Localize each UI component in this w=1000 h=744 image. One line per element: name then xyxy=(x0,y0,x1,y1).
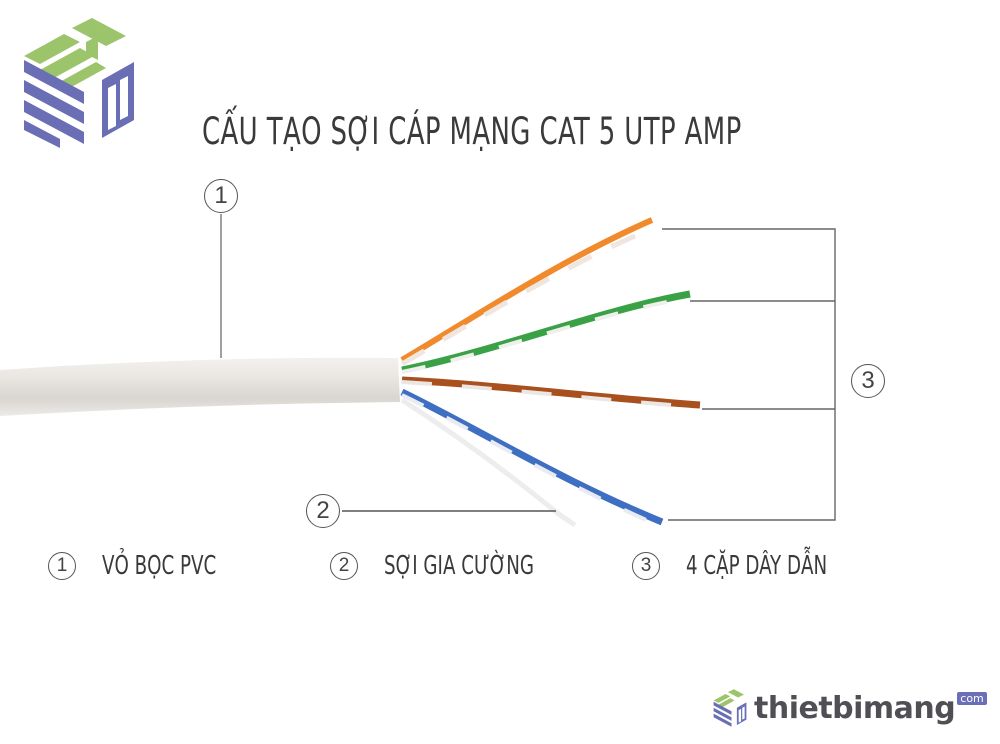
brand-logo xyxy=(20,14,138,148)
pvc-jacket xyxy=(0,357,400,416)
legend-item-pvc: 1 VỎ BỌC PVC xyxy=(48,548,249,584)
callout-3-badge: 3 xyxy=(851,364,885,398)
legend-badge: 3 xyxy=(632,552,660,580)
cube-logo-icon xyxy=(24,18,134,148)
legend-label: SỢI GIA CƯỜNG xyxy=(384,551,535,581)
legend-item-pairs: 3 4 CẶP DÂY DẪN xyxy=(632,548,867,584)
brand-suffix: com xyxy=(957,692,987,705)
legend-item-strength: 2 SỢI GIA CƯỜNG xyxy=(330,548,576,584)
brown-pair xyxy=(401,376,701,409)
brand-name: thietbimang xyxy=(754,690,956,726)
callout-1-badge: 1 xyxy=(204,179,238,213)
legend-label: 4 CẶP DÂY DẪN xyxy=(686,551,828,581)
callout-2-badge: 2 xyxy=(306,494,340,528)
brand-footer: thietbimang com xyxy=(712,688,987,728)
orange-pair xyxy=(400,217,655,367)
legend-badge: 1 xyxy=(48,552,76,580)
cube-logo-small-icon xyxy=(713,689,747,727)
page-title: CẤU TẠO SỢI CÁP MẠNG CAT 5 UTP AMP xyxy=(202,110,742,153)
blue-pair xyxy=(400,388,664,528)
green-pair xyxy=(401,290,691,374)
legend-label: VỎ BỌC PVC xyxy=(102,551,217,581)
legend-badge: 2 xyxy=(330,552,358,580)
